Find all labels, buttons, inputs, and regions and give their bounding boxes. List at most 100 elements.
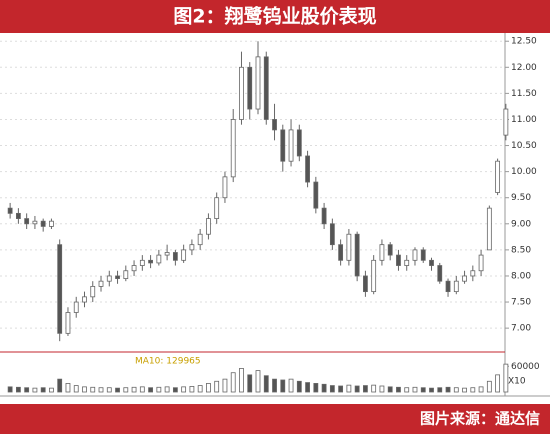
candle-body: [429, 259, 434, 266]
volume-bar: [82, 386, 87, 393]
volume-bar: [49, 387, 54, 393]
volume-bar: [305, 382, 310, 393]
volume-bar: [206, 383, 211, 393]
candle-body: [329, 223, 335, 246]
y-tick-label: 9.50: [511, 193, 531, 203]
volume-bar: [40, 387, 46, 393]
title-banner: [0, 0, 550, 33]
candle-body: [363, 275, 368, 293]
volume-bar: [181, 386, 187, 393]
volume-bar: [420, 387, 426, 393]
volume-bar: [354, 385, 360, 393]
volume-bar: [453, 387, 459, 393]
volume-bar: [462, 387, 467, 393]
candle-body: [420, 249, 426, 261]
volume-unit: X10: [508, 377, 526, 387]
candle-body: [181, 249, 187, 261]
volume-bar: [371, 384, 377, 393]
candle-body: [57, 244, 63, 334]
volume-bar: [379, 385, 385, 393]
volume-bar: [230, 372, 236, 393]
y-tick-label: 12.00: [511, 63, 537, 73]
candle-body: [164, 252, 170, 256]
candle-body: [82, 296, 87, 303]
volume-bar: [437, 387, 443, 393]
volume-bar: [172, 387, 178, 393]
volume-bar: [131, 386, 137, 393]
volume-bar: [222, 378, 228, 393]
volume-bar: [24, 387, 30, 393]
volume-bar: [280, 379, 286, 393]
candle-body: [404, 259, 410, 266]
y-tick-label: 9.00: [511, 219, 531, 229]
candle-body: [189, 244, 195, 251]
candle-body: [462, 275, 467, 282]
candle-body: [445, 280, 451, 293]
candle-body: [486, 207, 492, 251]
y-tick-label: 7.00: [511, 324, 531, 334]
candle-body: [206, 218, 211, 235]
y-tick-label: 8.00: [511, 271, 531, 281]
candle-body: [280, 129, 286, 162]
y-tick-label: 11.50: [511, 89, 537, 99]
volume-bar: [288, 378, 294, 393]
candle-body: [296, 129, 302, 157]
candle-body: [106, 275, 112, 282]
candle-body: [379, 244, 385, 261]
candle-body: [288, 129, 294, 162]
y-tick-label: 11.00: [511, 115, 537, 125]
candle-body: [478, 254, 484, 272]
volume-bar: [73, 385, 79, 393]
candle-body: [222, 176, 228, 199]
chart-title: 图2：翔鹭钨业股价表现: [173, 5, 376, 28]
candle-body: [123, 270, 129, 279]
volume-bar: [189, 386, 195, 393]
candle-body: [396, 254, 401, 266]
ma-label: MA10: 129965: [135, 357, 201, 367]
candle-body: [354, 233, 360, 277]
candle-body: [272, 119, 277, 131]
volume-bar: [156, 386, 162, 393]
volume-bar: [346, 384, 352, 393]
volume-bar: [429, 387, 434, 393]
candle-body: [495, 160, 501, 193]
candle-body: [131, 265, 137, 272]
candle-body: [148, 259, 153, 264]
volume-bar: [478, 386, 484, 393]
candle-body: [156, 254, 162, 264]
candle-body: [32, 220, 38, 225]
volume-bar: [148, 387, 153, 393]
y-tick-label: 12.50: [511, 37, 537, 47]
volume-bar: [363, 385, 368, 393]
volume-bar: [445, 386, 451, 393]
y-tick-label: 10.00: [511, 167, 537, 177]
volume-bar: [255, 370, 261, 393]
candle-body: [98, 280, 104, 287]
volume-tick-label: 60000: [511, 362, 540, 372]
volume-bar: [164, 386, 170, 393]
footer-banner: [0, 404, 550, 434]
volume-bar: [98, 387, 104, 393]
volume-bar: [329, 385, 335, 393]
volume-bar: [412, 386, 418, 393]
candle-body: [90, 285, 96, 298]
candle-body: [247, 66, 253, 110]
candle-body: [65, 312, 71, 334]
candle-body: [313, 181, 319, 209]
y-tick-label: 10.50: [511, 141, 537, 151]
candle-body: [263, 56, 269, 120]
volume-bar: [503, 363, 509, 393]
volume-bar: [387, 386, 393, 393]
volume-bar: [197, 385, 203, 393]
candle-body: [172, 252, 178, 261]
volume-bar: [247, 374, 253, 393]
volume-bar: [396, 386, 401, 393]
volume-bar: [115, 387, 120, 393]
candle-body: [197, 233, 203, 246]
source: 图片来源：通达信: [420, 410, 540, 428]
candle-body: [470, 270, 476, 277]
candle-body: [73, 301, 79, 313]
y-tick-label: 8.50: [511, 245, 531, 255]
volume-bar: [57, 378, 63, 393]
